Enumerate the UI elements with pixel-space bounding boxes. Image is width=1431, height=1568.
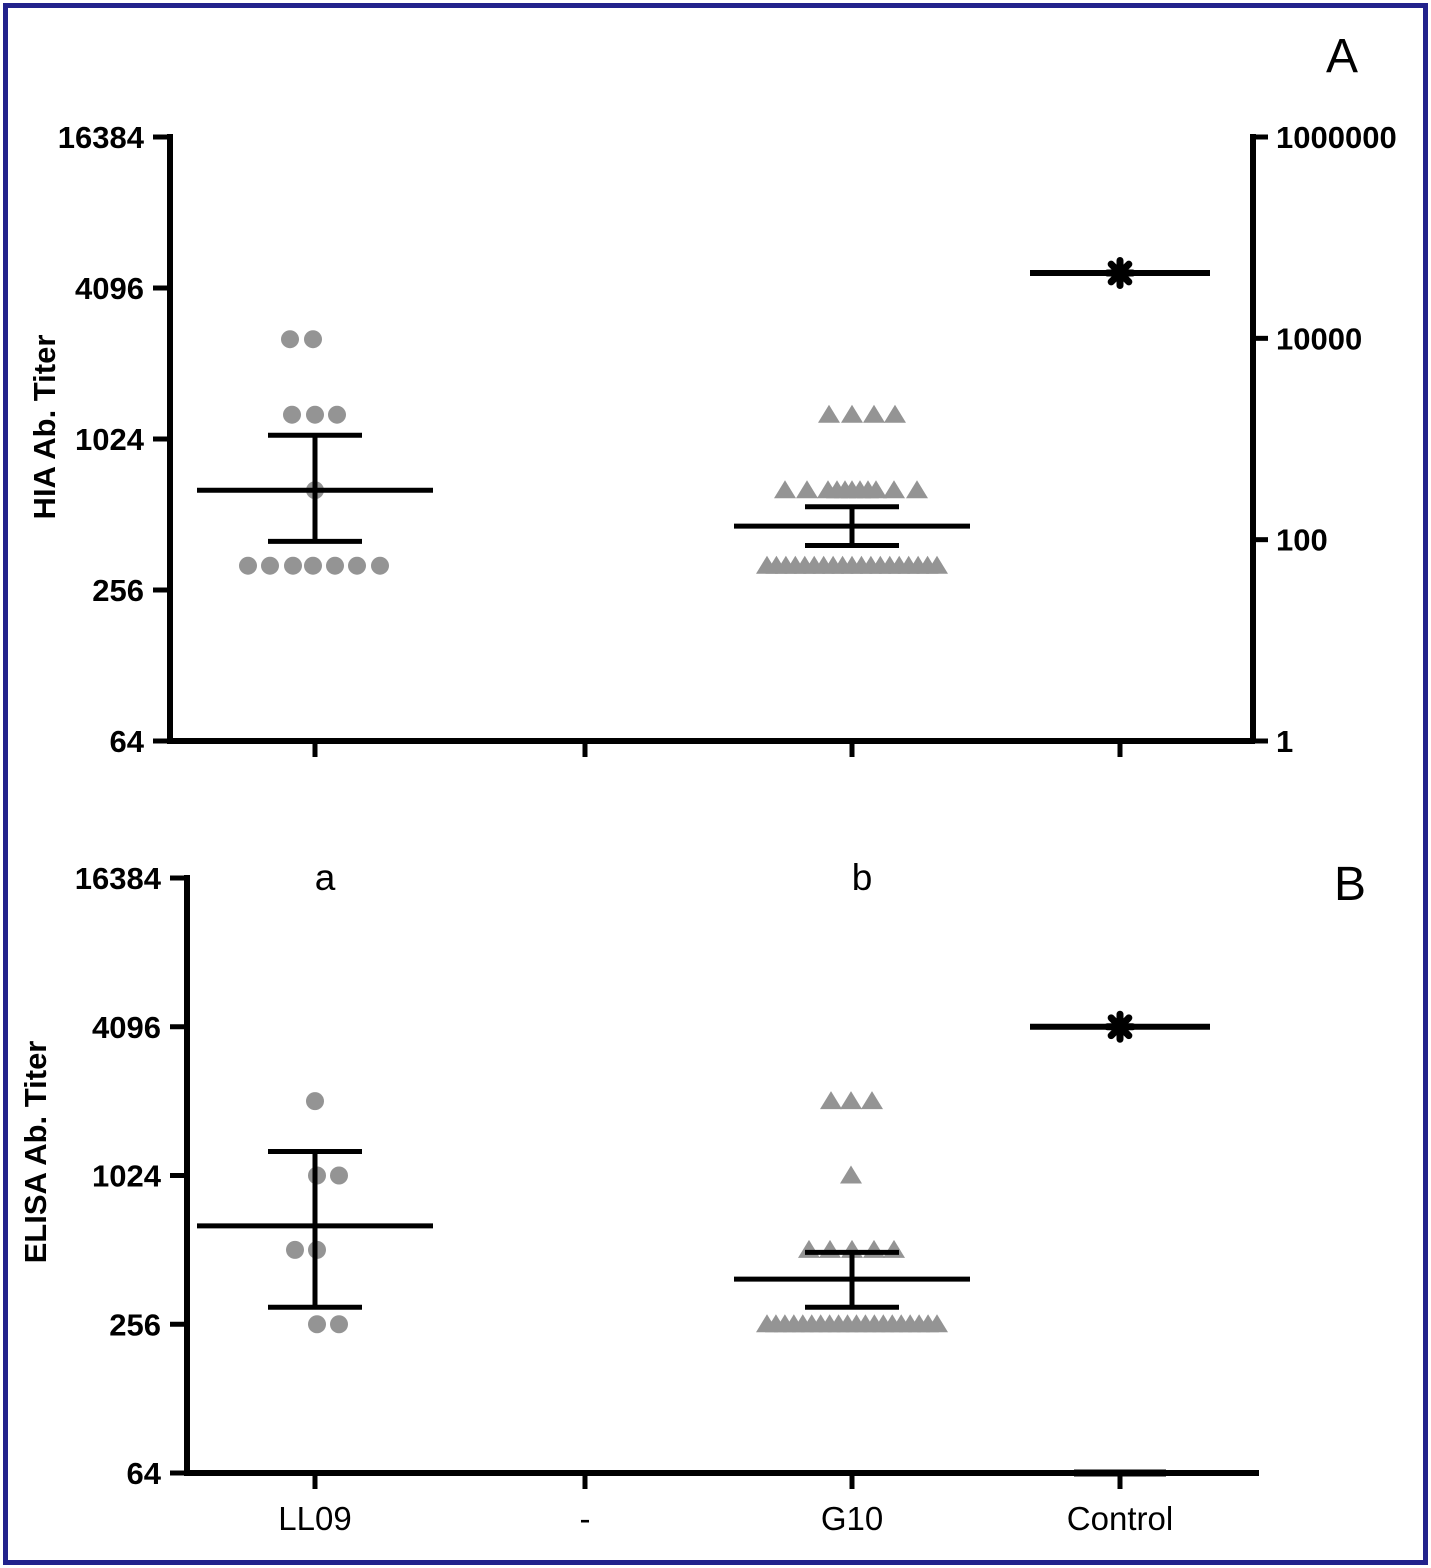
data-point-triangle xyxy=(796,480,818,499)
right-y-tick-label: 100 xyxy=(1276,523,1328,558)
y-tick-label: 16384 xyxy=(75,861,162,896)
data-point-circle xyxy=(261,556,279,575)
group-ll09 xyxy=(197,330,433,575)
data-point-circle xyxy=(348,556,366,575)
data-point-triangle xyxy=(798,1239,820,1258)
group-g10 xyxy=(734,404,970,574)
data-point-circle xyxy=(304,330,322,349)
data-point-asterisk xyxy=(1104,1010,1136,1043)
significance-letter: a xyxy=(315,857,336,898)
group-control xyxy=(1030,257,1210,290)
data-point-circle xyxy=(371,556,389,575)
data-point-circle xyxy=(306,405,324,424)
data-point-triangle xyxy=(865,480,887,499)
right-y-tick-label: 1 xyxy=(1276,724,1293,759)
group-ll09 xyxy=(197,1092,433,1334)
panel-b-plot: 16384 4096 1024 256 64 LL09 - G10 Control ELISA A… xyxy=(18,857,1259,1537)
data-point-circle xyxy=(330,1166,348,1185)
x-tick-label: Control xyxy=(1067,1500,1173,1537)
data-point-triangle xyxy=(906,480,928,499)
y-tick-label: 16384 xyxy=(58,120,145,155)
data-point-circle xyxy=(284,556,302,575)
data-point-triangle xyxy=(861,1091,883,1110)
data-point-circle xyxy=(286,1240,304,1259)
panel-b-letter: B xyxy=(1333,858,1366,911)
data-point-circle xyxy=(326,556,344,575)
data-point-circle xyxy=(239,556,257,575)
data-point-triangle xyxy=(926,1314,948,1333)
y-tick-label: 1024 xyxy=(92,1159,162,1194)
data-point-triangle xyxy=(819,1239,841,1258)
data-point-triangle xyxy=(884,404,906,423)
data-point-triangle xyxy=(774,480,796,499)
data-point-triangle xyxy=(841,404,863,423)
panel-a-plot: 16384 4096 1024 256 64 1000000 10000 100 1 HIA Ab… xyxy=(27,120,1397,759)
right-y-tick-label: 1000000 xyxy=(1276,120,1397,155)
data-point-triangle xyxy=(840,1091,862,1110)
panel-a-letter: A xyxy=(1325,30,1358,83)
data-point-triangle xyxy=(840,1165,862,1184)
y-tick-label: 4096 xyxy=(75,271,144,306)
data-point-circle xyxy=(304,556,322,575)
group-control xyxy=(1030,1010,1210,1477)
x-tick-label: LL09 xyxy=(278,1500,351,1537)
x-tick-label: G10 xyxy=(821,1500,883,1537)
data-point-circle xyxy=(330,1315,348,1334)
y-tick-label: 4096 xyxy=(92,1010,161,1045)
y-tick-label: 64 xyxy=(127,1456,162,1491)
data-point-circle xyxy=(308,1315,326,1334)
data-point-circle xyxy=(328,405,346,424)
data-point-circle xyxy=(306,1092,324,1111)
y-tick-label: 64 xyxy=(110,724,145,759)
y-axis-title: HIA Ab. Titer xyxy=(27,335,62,520)
data-point-triangle xyxy=(926,555,948,574)
data-point-triangle xyxy=(863,1239,885,1258)
y-axis-title: ELISA Ab. Titer xyxy=(18,1041,53,1264)
data-point-triangle xyxy=(818,404,840,423)
group-g10 xyxy=(734,1091,970,1333)
data-point-triangle xyxy=(883,480,905,499)
significance-letter: b xyxy=(852,857,873,898)
data-point-triangle xyxy=(863,404,885,423)
data-point-triangle xyxy=(883,1239,905,1258)
data-point-triangle xyxy=(820,1091,842,1110)
y-tick-label: 256 xyxy=(109,1307,161,1342)
data-point-circle xyxy=(283,405,301,424)
y-tick-label: 256 xyxy=(92,573,144,608)
data-point-asterisk xyxy=(1104,257,1136,290)
y-tick-label: 1024 xyxy=(75,422,145,457)
right-y-tick-label: 10000 xyxy=(1276,321,1362,356)
x-tick-label: - xyxy=(580,1500,591,1537)
data-point-circle xyxy=(281,330,299,349)
